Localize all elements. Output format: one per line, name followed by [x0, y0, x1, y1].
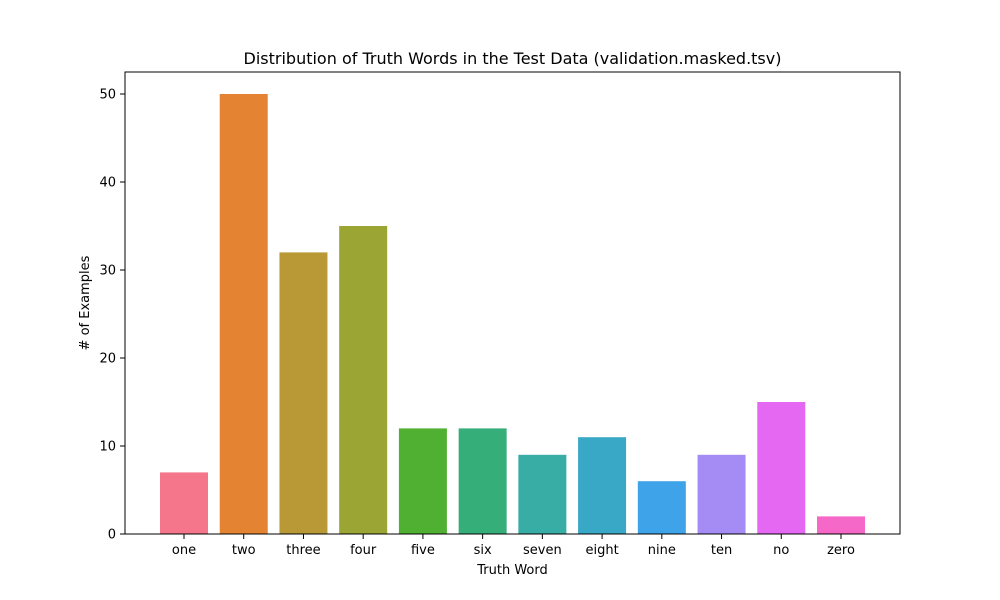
bar-five — [398, 428, 447, 534]
y-tick-label: 30 — [99, 264, 116, 279]
y-tick-label: 20 — [99, 352, 116, 367]
x-tick-label: nine — [648, 543, 676, 558]
x-tick-label: three — [286, 543, 320, 558]
y-tick-label: 50 — [99, 88, 116, 103]
chart-title: Distribution of Truth Words in the Test … — [244, 49, 782, 68]
y-tick-label: 0 — [108, 528, 116, 543]
bar-three — [279, 252, 328, 534]
x-tick-label: two — [232, 543, 256, 558]
bar-no — [757, 402, 806, 534]
bar-one — [160, 472, 208, 534]
bar-seven — [518, 454, 567, 534]
x-tick-label: eight — [585, 543, 618, 558]
x-tick-label: six — [474, 543, 492, 558]
y-tick-label: 40 — [99, 176, 116, 191]
x-tick-label: ten — [711, 543, 732, 558]
x-tick-label: one — [172, 543, 196, 558]
bar-nine — [637, 481, 686, 534]
x-axis-ticks: one two three four five six seven eight nine ten n… — [172, 534, 855, 558]
y-axis-ticks: 0 10 20 30 40 50 — [99, 88, 125, 543]
bar-six — [458, 428, 507, 534]
bar-four — [339, 226, 388, 534]
bar-two — [219, 94, 268, 534]
bar-ten — [697, 454, 746, 534]
x-tick-label: zero — [827, 543, 855, 558]
y-axis-label: # of Examples — [78, 255, 93, 350]
x-tick-label: seven — [523, 543, 562, 558]
bar-series — [160, 94, 865, 534]
x-tick-label: four — [350, 543, 377, 558]
y-tick-label: 10 — [99, 440, 116, 455]
bar-zero — [817, 516, 865, 534]
x-tick-label: no — [773, 543, 789, 558]
bar-eight — [578, 437, 627, 534]
plot-frame — [124, 71, 901, 535]
x-tick-label: five — [411, 543, 435, 558]
x-axis-label: Truth Word — [476, 563, 548, 578]
